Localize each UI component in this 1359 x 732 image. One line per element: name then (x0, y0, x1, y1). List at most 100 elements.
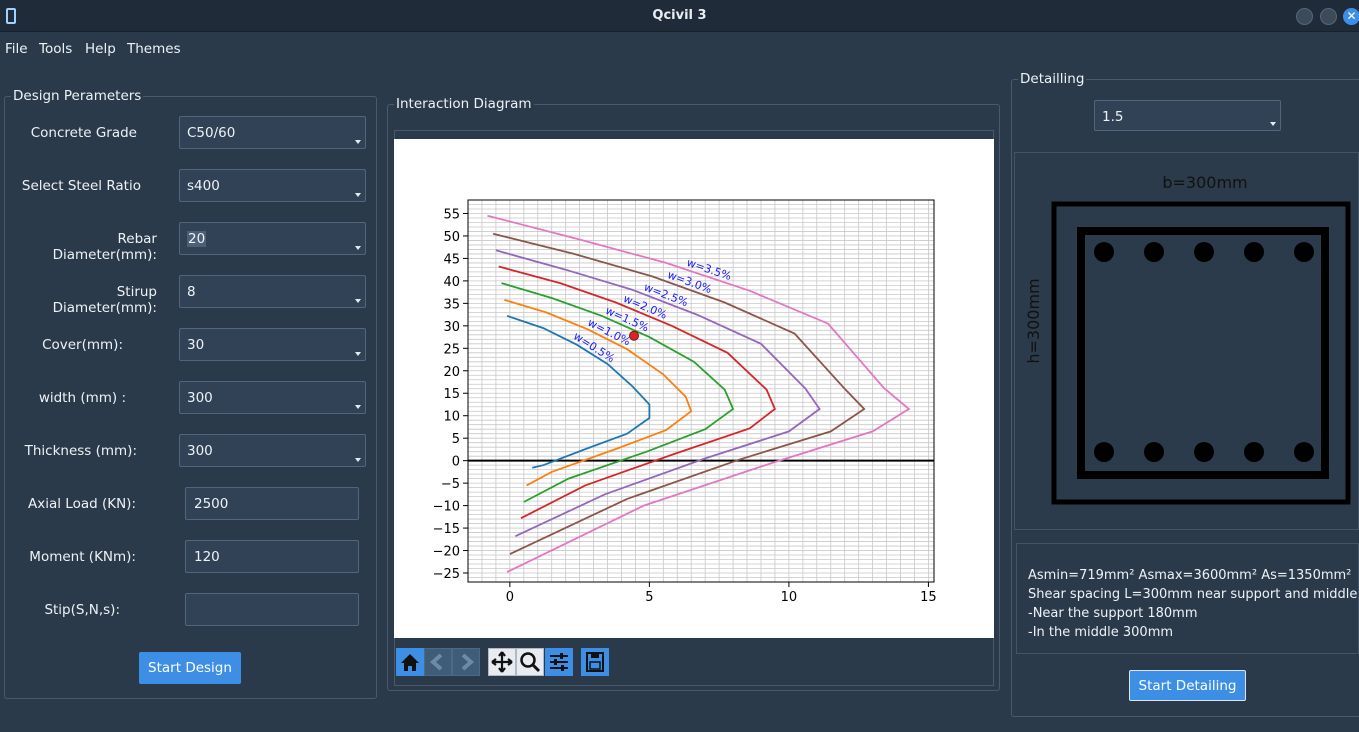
results-panel: Asmin=719mm² Asmax=3600mm² As=1350mm² Sh… (1016, 543, 1359, 654)
series-line (498, 265, 777, 520)
interaction-chart: 0 5 10 155550454035302520151050−5−10−15−20−… (433, 199, 937, 605)
rebar-circle (1094, 442, 1114, 462)
plot-canvas[interactable]: 0 5 10 15 55 50 45 40 35 30 25 20 15 10 5 0 −5 −10 −15 −20−… (394, 139, 994, 638)
series-line (501, 282, 735, 503)
forward-button[interactable] (452, 648, 480, 676)
thickness-label: Thickness (mm): (24, 443, 137, 459)
start-detailing-button[interactable]: Start Detailing (1129, 670, 1246, 701)
rebar-diameter-select[interactable]: 20 (179, 222, 366, 255)
y-tick-label: 10 (443, 410, 460, 425)
window-title: Qcivil 3 (652, 8, 707, 23)
menu-themes[interactable]: Themes (127, 41, 181, 57)
moment-input[interactable]: 120 (185, 540, 359, 573)
chevron-down-icon (355, 299, 361, 303)
moment-label: Moment (KNm): (29, 549, 136, 565)
section-outline (1051, 201, 1351, 505)
rebar-circle (1094, 242, 1114, 262)
y-tick-label: 25 (443, 342, 460, 357)
b-dimension-label: b=300mm (1162, 173, 1247, 192)
y-tick-label: −25 (433, 567, 460, 582)
series-line (506, 315, 651, 469)
title-bar: Qcivil 3 ✕ (0, 0, 1359, 32)
start-design-button[interactable]: Start Design (139, 652, 241, 684)
detailing-title: Detailling (1018, 71, 1087, 87)
steel-ratio-label: Select Steel Ratio (21, 178, 141, 194)
result-line-4: -In the middle 300mm (1028, 625, 1174, 640)
configure-icon (550, 653, 568, 671)
rebar-circle (1144, 242, 1164, 262)
chevron-down-icon (355, 458, 361, 462)
save-button[interactable] (581, 648, 609, 676)
concrete-grade-label: Concrete Grade (30, 125, 137, 141)
y-tick-label: 15 (443, 387, 460, 402)
y-tick-label: 20 (443, 365, 460, 380)
y-tick-label: 50 (443, 230, 460, 245)
stip-label: Stip(S,N,s): (44, 602, 120, 618)
forward-icon (461, 653, 475, 671)
stip-input[interactable] (185, 593, 359, 626)
y-tick-label: 45 (443, 252, 460, 267)
zoom-icon (520, 652, 541, 673)
menu-tools[interactable]: Tools (39, 41, 73, 57)
result-line-1: Asmin=719mm² Asmax=3600mm² As=1350mm² (1028, 568, 1352, 583)
cover-label: Cover(mm): (42, 337, 123, 353)
chevron-down-icon (355, 352, 361, 356)
menu-file[interactable]: File (5, 41, 28, 57)
detailing-ratio-select[interactable]: 1.5 (1094, 100, 1281, 131)
zoom-button[interactable] (516, 648, 544, 676)
configure-button[interactable] (545, 648, 573, 676)
result-line-2: Shear spacing L=300mm near support and m… (1028, 587, 1358, 602)
close-icon: ✕ (1346, 9, 1357, 23)
x-tick-label: 0 (506, 590, 514, 605)
y-tick-label: 40 (443, 275, 460, 290)
stirrup-diameter-select[interactable]: 8 (179, 275, 366, 308)
chevron-down-icon (1270, 122, 1276, 126)
rebar-group (1094, 242, 1314, 462)
rebar-circle (1244, 442, 1264, 462)
axial-load-input[interactable]: 2500 (185, 487, 359, 520)
minimize-button[interactable] (1296, 8, 1313, 25)
plot-area-frame (467, 199, 935, 583)
width-select[interactable]: 300 (179, 381, 366, 414)
series-line (495, 249, 821, 538)
menu-help[interactable]: Help (85, 41, 116, 57)
h-dimension-label: h=300mm (1024, 278, 1043, 363)
app-icon (6, 8, 16, 24)
chevron-down-icon (355, 140, 361, 144)
back-icon (429, 653, 443, 671)
y-tick-label: 30 (443, 320, 460, 335)
series-line (492, 232, 866, 555)
concrete-grade-select[interactable]: C50/60 (179, 116, 366, 149)
back-button[interactable] (424, 648, 452, 676)
result-line-3: -Near the support 180mm (1028, 606, 1198, 621)
section-drawing: b=300mm h=300mm (1014, 152, 1359, 530)
x-tick-label: 10 (781, 590, 798, 605)
home-icon (401, 654, 419, 671)
save-icon (586, 652, 604, 672)
maximize-button[interactable] (1320, 8, 1337, 25)
design-parameters-title: Design Perameters (11, 88, 144, 104)
rebar-circle (1294, 242, 1314, 262)
interaction-diagram-group: Interaction Diagram (387, 96, 1000, 691)
y-tick-label: −20 (433, 545, 460, 560)
axial-load-label: Axial Load (KN): (28, 496, 136, 512)
pan-button[interactable] (488, 648, 516, 676)
stirrup-outline (1077, 227, 1329, 479)
interaction-diagram-title: Interaction Diagram (394, 96, 534, 112)
stirrup-diameter-label: Stirup Diameter(mm): (52, 284, 157, 316)
y-tick-label: 55 (443, 207, 460, 222)
x-tick-label: 5 (645, 590, 653, 605)
rebar-circle (1194, 242, 1214, 262)
menu-bar: File Tools Help Themes (0, 32, 1359, 64)
rebar-circle (1244, 242, 1264, 262)
chevron-down-icon (355, 246, 361, 250)
y-tick-label: 35 (443, 297, 460, 312)
design-parameters-group: Design Perameters (4, 88, 377, 699)
steel-ratio-select[interactable]: s400 (179, 169, 366, 202)
close-button[interactable]: ✕ (1343, 8, 1359, 25)
rebar-circle (1144, 442, 1164, 462)
thickness-select[interactable]: 300 (179, 434, 366, 467)
cover-select[interactable]: 30 (179, 328, 366, 361)
y-tick-label: 5 (452, 432, 460, 447)
home-button[interactable] (396, 648, 424, 676)
